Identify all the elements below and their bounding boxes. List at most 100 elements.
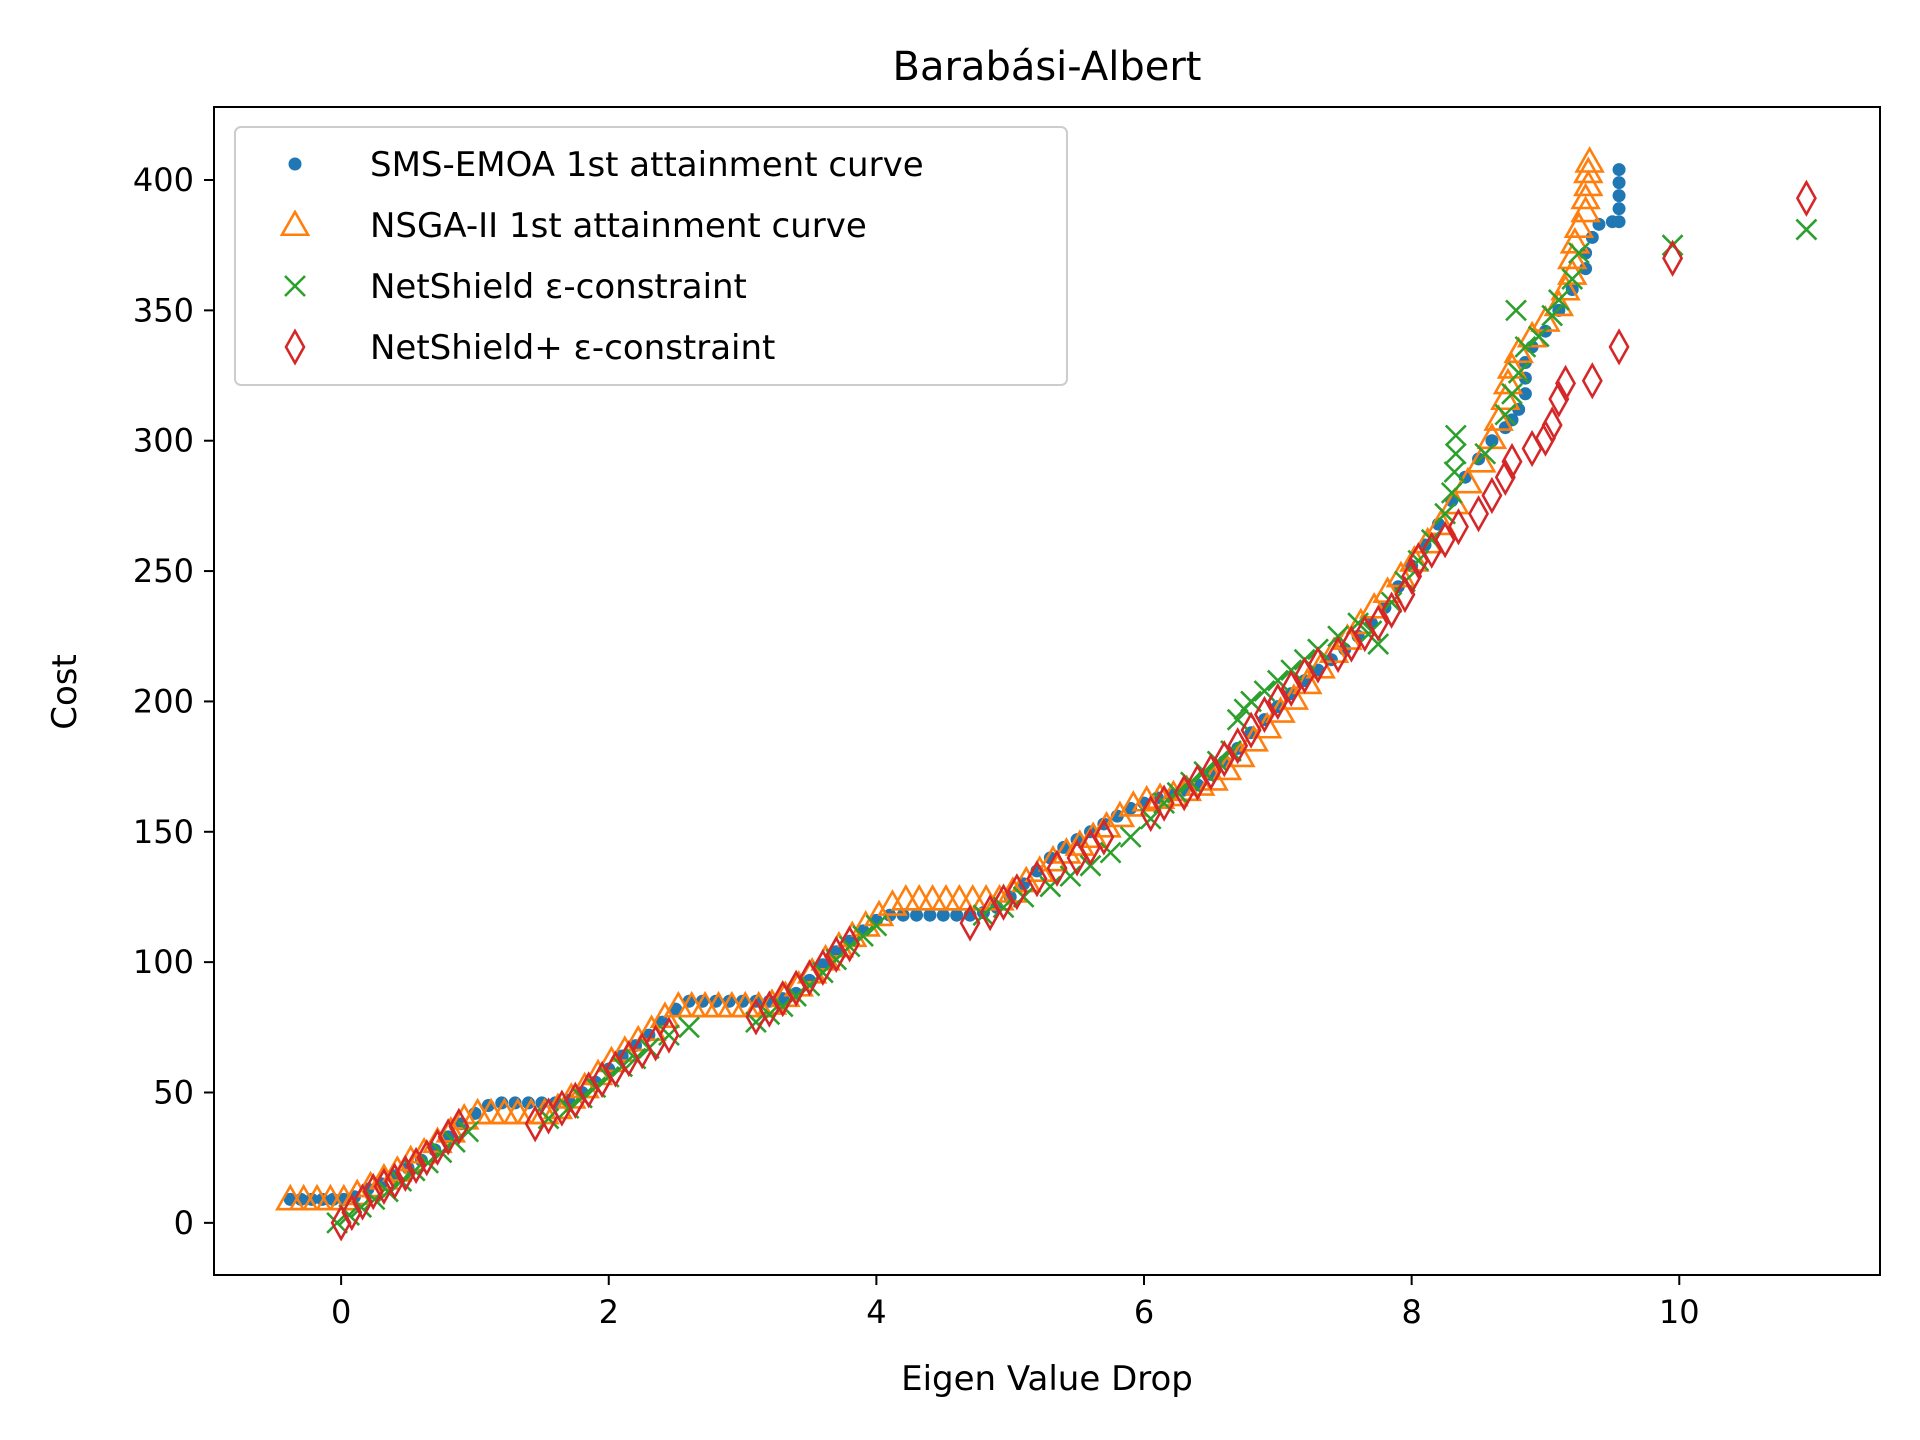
data-point: [1547, 289, 1570, 311]
y-tick-label: 200: [133, 682, 194, 720]
y-tick-label: 150: [133, 813, 194, 851]
data-point: [910, 908, 924, 922]
data-point: [1543, 289, 1575, 317]
data-point: [1200, 753, 1222, 791]
x-axis-label: Eigen Value Drop: [901, 1359, 1193, 1399]
data-point: [1561, 268, 1584, 290]
legend: SMS-EMOA 1st attainment curve NSGA-II 1st…: [234, 126, 1068, 386]
y-tick-label: 350: [133, 291, 194, 329]
data-point: [1570, 195, 1601, 223]
data-point: [1527, 325, 1550, 348]
data-point: [1046, 849, 1068, 887]
data-point: [1518, 387, 1532, 401]
data-point: [1795, 179, 1817, 217]
data-point: [1253, 695, 1275, 734]
y-tick-label: 300: [133, 422, 194, 460]
data-point: [1481, 476, 1503, 515]
data-point: [923, 908, 937, 922]
data-point: [1494, 403, 1517, 426]
data-point: [1608, 328, 1630, 366]
data-point: [1381, 591, 1403, 629]
data-point: [1444, 442, 1467, 465]
data-point: [1492, 367, 1524, 395]
data-point: [1574, 146, 1605, 173]
data-point: [1267, 682, 1289, 721]
x-tick-label: 0: [331, 1293, 351, 1331]
data-point: [1240, 711, 1262, 749]
y-tick-label: 0: [174, 1204, 194, 1242]
legend-item: SMS-EMOA 1st attainment curve: [288, 145, 924, 185]
data-point: [852, 925, 874, 947]
legend-label: NSGA-II 1st attainment curve: [370, 206, 867, 246]
data-point: [1534, 419, 1556, 457]
data-point: [1573, 169, 1604, 197]
data-point: [917, 883, 948, 911]
data-point: [936, 908, 950, 922]
x-tick-label: 10: [1659, 1293, 1700, 1331]
data-point: [930, 883, 962, 911]
data-point: [839, 925, 861, 963]
data-point: [1064, 829, 1096, 856]
data-point: [1280, 669, 1302, 708]
data-point: [1380, 591, 1403, 614]
data-point: [1447, 508, 1469, 546]
data-point: [1612, 202, 1626, 216]
chart-title: Barabási-Albert: [893, 44, 1202, 90]
data-point: [1570, 182, 1601, 210]
data-point: [1555, 364, 1577, 403]
data-point: [1227, 727, 1249, 765]
legend-box: [234, 126, 1068, 386]
data-point: [1444, 424, 1467, 447]
data-point: [1292, 667, 1323, 695]
data-point: [394, 1154, 416, 1192]
data-point: [1483, 404, 1514, 431]
data-point: [1213, 740, 1235, 778]
plot-layer: [275, 146, 1818, 1242]
data-point: [1662, 239, 1684, 277]
data-point: [1266, 669, 1289, 692]
data-point: [636, 1014, 667, 1041]
legend-label: NetShield+ ε-constraint: [370, 328, 775, 368]
data-point: [950, 908, 964, 922]
data-point: [1367, 604, 1389, 642]
data-point: [1507, 362, 1530, 384]
data-point: [1465, 445, 1497, 473]
data-point: [1332, 623, 1363, 650]
legend-item: NSGA-II 1st attainment curve: [279, 206, 867, 246]
data-point: [658, 1016, 680, 1054]
data-point: [1501, 442, 1523, 481]
data-point: [1514, 335, 1537, 358]
data-point: [1434, 521, 1456, 559]
data-point: [865, 914, 888, 937]
data-point: [1118, 790, 1149, 817]
data-point: [959, 904, 981, 942]
data-point: [1795, 218, 1818, 241]
data-point: [1474, 442, 1497, 465]
data-point: [1612, 163, 1626, 177]
data-point: [812, 948, 834, 987]
data-point: [1358, 591, 1390, 619]
data-point: [903, 883, 935, 911]
data-point: [877, 889, 908, 916]
data-point: [448, 1107, 470, 1146]
data-point: [1568, 242, 1590, 264]
data-point: [1581, 362, 1603, 400]
data-point: [1503, 336, 1534, 364]
data-point: [1119, 826, 1142, 848]
data-point: [1139, 807, 1162, 830]
data-point: [1612, 176, 1626, 190]
y-tick-label: 250: [133, 552, 194, 590]
data-point: [1039, 875, 1062, 898]
y-axis: 0 50 100 150 200 250 300 350 400: [133, 161, 214, 1242]
data-point: [1401, 557, 1423, 595]
data-point: [957, 883, 988, 911]
data-point: [1307, 646, 1329, 684]
y-tick-label: 50: [153, 1074, 194, 1112]
data-point: [1026, 860, 1048, 898]
x-axis: 0 2 4 6 8 10: [331, 1275, 1700, 1331]
y-tick-label: 100: [133, 943, 194, 981]
legend-label: NetShield ε-constraint: [370, 267, 747, 307]
data-point: [1494, 458, 1516, 496]
data-point: [1099, 841, 1122, 864]
